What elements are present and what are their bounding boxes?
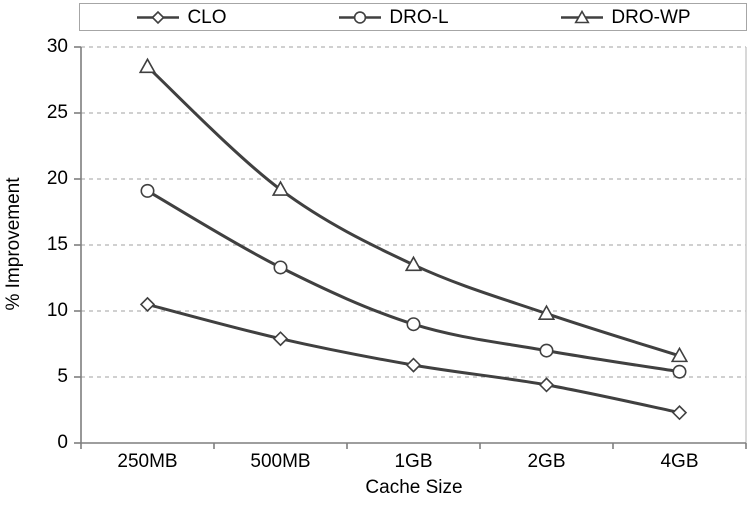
legend: CLO DRO-L DRO-WP [79,3,747,31]
triangle-marker-icon [271,180,290,196]
diamond-marker-icon [538,377,555,393]
diamond-marker-icon [671,405,688,421]
series-line-DRO-WP [146,65,681,358]
circle-marker-icon [539,343,554,358]
x-tick-label-1GB: 1GB [394,451,433,472]
circle-marker-icon [406,317,421,332]
legend-label-clo: CLO [187,6,227,28]
circle-marker-icon [672,364,687,379]
legend-label-dro-l: DRO-L [389,6,449,28]
triangle-marker-icon [404,255,423,272]
triangle-marker-icon [561,9,604,23]
circle-marker-icon [140,183,155,198]
y-tick-label-25: 25 [46,102,68,123]
series-line-DRO-L [146,189,681,374]
y-tick-label-0: 0 [57,432,68,453]
legend-item-dro-l: DRO-L [337,6,449,28]
diamond-marker-icon [139,296,156,313]
diamond-marker-icon [272,331,289,347]
y-tick-label-30: 30 [46,36,68,57]
y-tick-label-5: 5 [57,366,68,387]
y-tick-label-15: 15 [46,234,68,255]
circle-marker-icon [273,260,288,275]
legend-label-dro-wp: DRO-WP [611,6,691,28]
legend-item-dro-wp: DRO-WP [559,6,691,28]
x-tick-label-250MB: 250MB [117,451,178,472]
x-tick-label-4GB: 4GB [660,451,699,472]
x-tick-label-2GB: 2GB [527,451,566,472]
x-tick-label-500MB: 500MB [250,451,311,472]
diamond-marker-icon [137,10,180,24]
x-axis-title: Cache Size [365,477,463,498]
diamond-marker-icon [405,357,422,373]
y-tick-label-20: 20 [46,168,68,189]
y-tick-label-10: 10 [46,300,68,321]
triangle-marker-icon [138,57,157,74]
y-axis-title: % Improvement [3,177,24,311]
circle-marker-icon [339,10,382,24]
legend-item-clo: CLO [135,6,227,28]
triangle-marker-icon [537,304,556,320]
triangle-marker-icon [670,346,689,363]
